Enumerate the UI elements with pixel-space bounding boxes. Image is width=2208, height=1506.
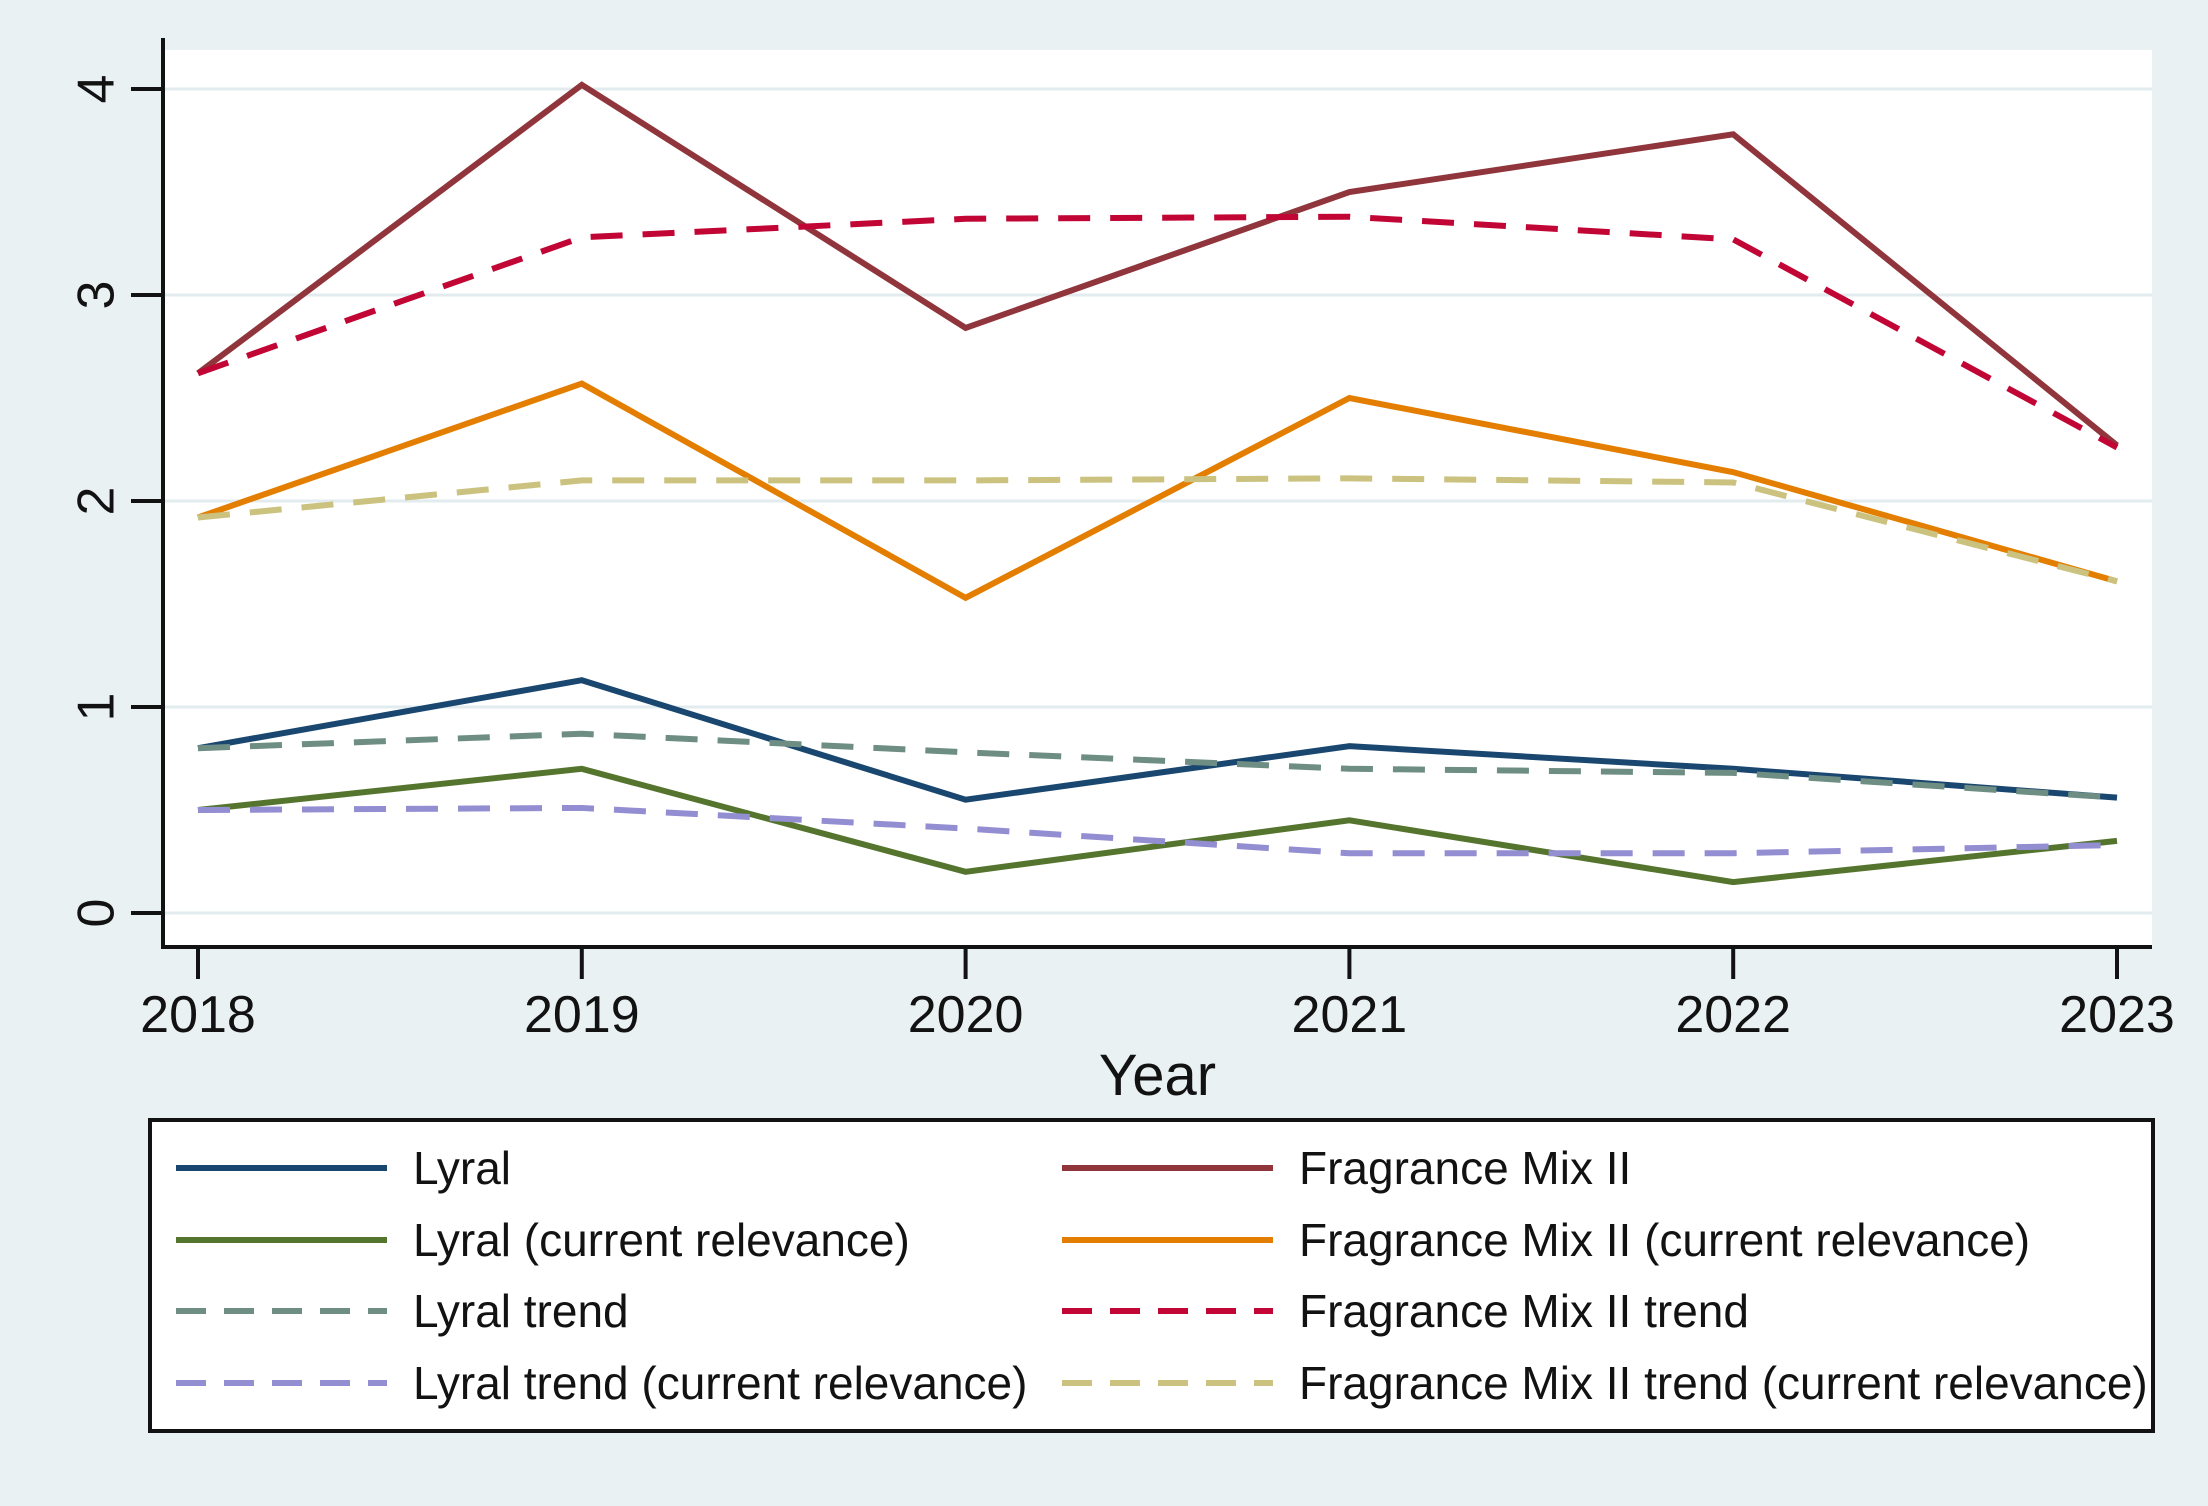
- series-line-fragrance-mix-ii: [196, 81, 2119, 448]
- series-line-lyral-trend: [197, 730, 2118, 801]
- legend: Lyral Lyral (current relevance) Lyral tren…: [148, 1118, 2155, 1433]
- plot-area: 0 1 2 3 4 2018 2019 2020 2021 2022 2023 Year: [68, 38, 2175, 1108]
- legend-label-lyral: Lyral: [413, 1141, 511, 1194]
- legend-key-line-lyral-trend: [176, 1308, 387, 1315]
- legend-key-line-lyral-trend-current-relevance: [176, 1380, 387, 1387]
- series-line-lyral-trend-current-relevance: [197, 804, 2118, 857]
- legend-item-lyral-trend: Lyral trend: [176, 1288, 1062, 1334]
- y-tick-label-0: 0: [68, 899, 126, 928]
- legend-item-lyral: Lyral: [176, 1145, 1062, 1191]
- x-tick-label-2022: 2022: [1675, 986, 1791, 1044]
- legend-item-fragrance-mix-ii: Fragrance Mix II: [1062, 1145, 2151, 1191]
- legend-item-fragrance-mix-ii-current-relevance: Fragrance Mix II (current relevance): [1062, 1217, 2151, 1263]
- series-line-fragrance-mix-ii-trend: [196, 213, 2119, 451]
- x-axis-title: Year: [1099, 1043, 1216, 1108]
- legend-key-line-fragrance-mix-ii-trend: [1062, 1308, 1273, 1315]
- legend-label-lyral-current-relevance: Lyral (current relevance): [413, 1213, 910, 1266]
- series-line-fragrance-mix-ii-trend-current-relevance: [197, 475, 2118, 585]
- y-tick-label-2: 2: [68, 487, 126, 516]
- x-tick-label-2019: 2019: [524, 986, 640, 1044]
- legend-label-fragrance-mix-ii: Fragrance Mix II: [1299, 1141, 1632, 1194]
- x-tick-label-2021: 2021: [1292, 986, 1408, 1044]
- series-line-fragrance-mix-ii-current-relevance: [197, 380, 2118, 602]
- legend-key-line-lyral: [176, 1164, 387, 1171]
- legend-key-line-fragrance-mix-ii: [1062, 1164, 1273, 1171]
- x-tick-label-2023: 2023: [2059, 986, 2175, 1044]
- legend-item-fragrance-mix-ii-trend-current-relevance: Fragrance Mix II trend (current relevanc…: [1062, 1360, 2151, 1406]
- legend-key-line-lyral-current-relevance: [176, 1236, 387, 1243]
- x-tick-label-2020: 2020: [908, 986, 1024, 1044]
- x-tick-label-2018: 2018: [140, 986, 256, 1044]
- legend-label-fragrance-mix-ii-current-relevance: Fragrance Mix II (current relevance): [1299, 1213, 2031, 1266]
- legend-key-line-fragrance-mix-ii-current-relevance: [1062, 1236, 1273, 1243]
- legend-label-lyral-trend: Lyral trend: [413, 1285, 629, 1338]
- legend-label-fragrance-mix-ii-trend-current-relevance: Fragrance Mix II trend (current relevanc…: [1299, 1357, 2148, 1410]
- series-line-lyral-current-relevance: [197, 765, 2118, 886]
- legend-key-line-fragrance-mix-ii-trend-current-relevance: [1062, 1380, 1273, 1387]
- y-tick-label-3: 3: [68, 281, 126, 310]
- y-tick-label-1: 1: [68, 693, 126, 722]
- series-line-lyral: [197, 677, 2118, 803]
- legend-label-lyral-trend-current-relevance: Lyral trend (current relevance): [413, 1357, 1028, 1410]
- legend-item-lyral-trend-current-relevance: Lyral trend (current relevance): [176, 1360, 1062, 1406]
- legend-label-fragrance-mix-ii-trend: Fragrance Mix II trend: [1299, 1285, 1749, 1338]
- y-tick-label-4: 4: [68, 75, 126, 104]
- legend-item-fragrance-mix-ii-trend: Fragrance Mix II trend: [1062, 1288, 2151, 1334]
- legend-item-lyral-current-relevance: Lyral (current relevance): [176, 1217, 1062, 1263]
